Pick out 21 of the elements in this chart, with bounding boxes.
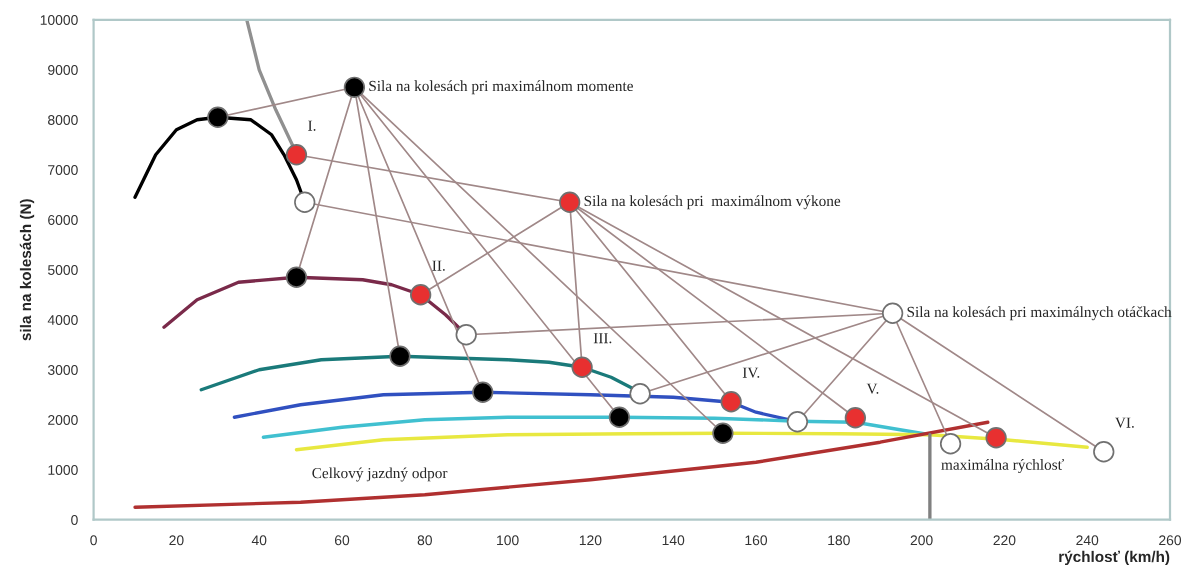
point bbox=[455, 324, 477, 346]
point bbox=[389, 345, 411, 367]
point bbox=[285, 144, 308, 166]
point bbox=[712, 422, 734, 444]
point bbox=[410, 284, 432, 306]
point bbox=[844, 407, 867, 429]
point bbox=[985, 427, 1007, 449]
point bbox=[472, 381, 494, 403]
point bbox=[786, 411, 809, 433]
point bbox=[1093, 441, 1115, 463]
point bbox=[571, 356, 593, 378]
point bbox=[720, 391, 742, 413]
point bbox=[343, 76, 366, 98]
point bbox=[559, 191, 581, 213]
point bbox=[629, 383, 651, 405]
point bbox=[285, 266, 308, 288]
point bbox=[294, 191, 316, 213]
point bbox=[207, 106, 229, 128]
point bbox=[939, 433, 962, 455]
point bbox=[881, 302, 904, 324]
point bbox=[608, 406, 631, 428]
